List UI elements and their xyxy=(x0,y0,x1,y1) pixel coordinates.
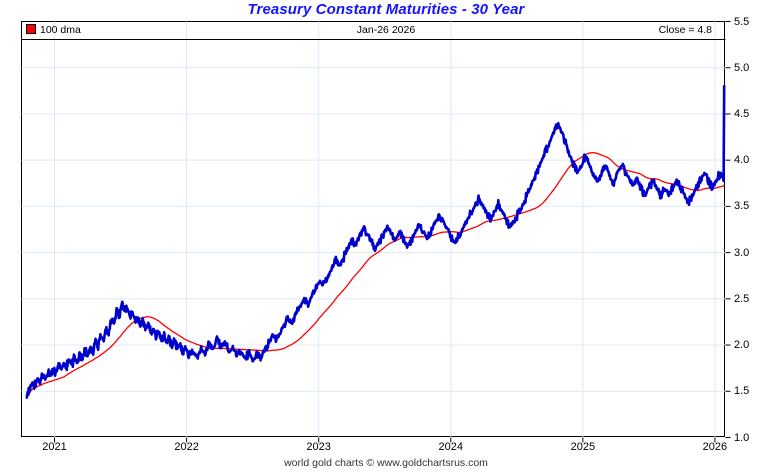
plot-area xyxy=(21,21,725,437)
tick-marks xyxy=(54,21,731,443)
x-axis-tick-label: 2021 xyxy=(42,441,67,453)
y-axis-tick-label: 4.5 xyxy=(734,107,750,120)
y-axis-tick-label: 1.0 xyxy=(734,431,750,444)
x-axis-tick-label: 2024 xyxy=(438,441,464,453)
page-title: Treasury Constant Maturities - 30 Year xyxy=(247,1,525,18)
gridlines xyxy=(21,21,726,438)
y-axis-tick-label: 3.5 xyxy=(734,200,750,213)
y-axis-tick-label: 2.5 xyxy=(734,292,750,305)
footer-credit: world gold charts © www.goldchartsrus.co… xyxy=(284,457,488,469)
y-axis-tick-label: 5.5 xyxy=(734,15,750,28)
legend: 100 dma xyxy=(26,22,81,39)
y-axis-tick-label: 3.0 xyxy=(734,246,750,259)
y-axis-tick-label: 4.0 xyxy=(734,154,750,167)
series-100dma-line xyxy=(26,152,725,398)
legend-label-100dma: 100 dma xyxy=(40,24,81,36)
x-axis-tick-label: 2025 xyxy=(570,441,596,453)
legend-swatch-100dma xyxy=(26,24,36,35)
x-axis-tick-label: 2026 xyxy=(702,441,728,453)
close-readout: Close = 4.8 xyxy=(658,24,712,36)
x-axis-tick-label: 2023 xyxy=(306,441,331,453)
y-axis-tick-label: 2.0 xyxy=(734,339,750,352)
y-axis-tick-label: 1.5 xyxy=(734,385,750,398)
series-yield-line xyxy=(25,84,726,399)
x-axis-tick-label: 2022 xyxy=(174,441,199,453)
date-readout: Jan-26 2026 xyxy=(356,24,416,36)
y-axis-tick-label: 5.0 xyxy=(734,61,750,74)
